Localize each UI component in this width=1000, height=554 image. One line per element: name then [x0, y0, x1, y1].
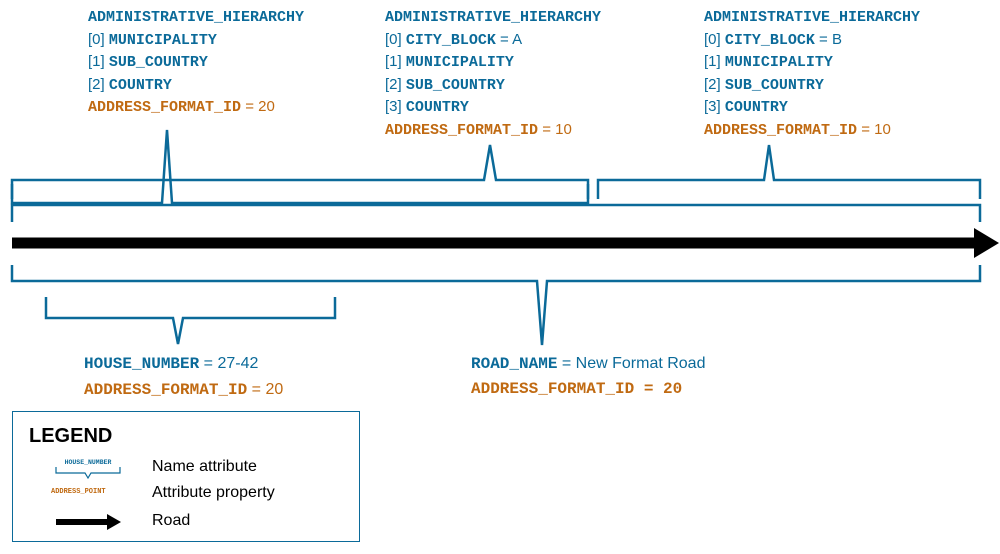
- legend-title: LEGEND: [29, 425, 113, 447]
- hierarchy-key: ADMINISTRATIVE_HIERARCHY: [704, 9, 921, 26]
- label-middle-hierarchy: ADMINISTRATIVE_HIERARCHY [0] CITY_BLOCK …: [385, 7, 601, 141]
- bracket-road-name: [10, 265, 982, 346]
- bracket-right-hierarchy: [596, 144, 982, 199]
- bracket-left-hierarchy: [10, 129, 590, 205]
- road-arrowhead: [974, 228, 999, 258]
- label-house-number: HOUSE_NUMBER = 27-42 ADDRESS_FORMAT_ID =…: [84, 351, 283, 403]
- legend-name-attr-label: Name attribute: [152, 458, 257, 475]
- road-format-id: ADDRESS_FORMAT_ID = 20: [471, 380, 683, 398]
- bracket-road-top: [10, 203, 982, 222]
- hierarchy-item-2: [2] SUB_COUNTRY: [385, 75, 505, 94]
- format-id: ADDRESS_FORMAT_ID = 10: [704, 120, 891, 139]
- hierarchy-item-2: [2] SUB_COUNTRY: [704, 75, 824, 94]
- hierarchy-item-1: [1] MUNICIPALITY: [704, 53, 833, 71]
- label-left-hierarchy: ADMINISTRATIVE_HIERARCHY [0] MUNICIPALIT…: [88, 7, 304, 119]
- legend-row-attribute-property: ADDRESS_POINT Attribute property: [13, 482, 359, 506]
- hierarchy-item-3: [3] COUNTRY: [385, 98, 469, 116]
- legend-road-symbol: [56, 514, 121, 530]
- hierarchy-item-2: [2] COUNTRY: [88, 75, 172, 94]
- legend-attr-prop-label: Attribute property: [152, 484, 275, 501]
- legend-bracket-symbol: HOUSE_NUMBER: [55, 459, 121, 480]
- legend-attr-prop-sample: ADDRESS_POINT: [51, 488, 106, 496]
- hierarchy-item-1: [1] MUNICIPALITY: [385, 53, 514, 71]
- house-number-name: HOUSE_NUMBER = 27-42: [84, 355, 259, 373]
- legend-row-name-attribute: HOUSE_NUMBER Name attribute: [13, 456, 359, 480]
- hierarchy-key: ADMINISTRATIVE_HIERARCHY: [88, 9, 305, 26]
- hierarchy-item-1: [1] SUB_COUNTRY: [88, 53, 208, 71]
- hierarchy-item-0: [0] CITY_BLOCK = B: [704, 30, 842, 49]
- label-road-name: ROAD_NAME = New Format Road ADDRESS_FORM…: [471, 351, 705, 402]
- bracket-middle-hierarchy: [10, 144, 590, 199]
- bracket-house-number: [44, 297, 337, 345]
- legend: LEGEND HOUSE_NUMBER Name attribute ADDRE…: [12, 411, 360, 542]
- hierarchy-key: ADMINISTRATIVE_HIERARCHY: [385, 9, 602, 26]
- house-number-format-id: ADDRESS_FORMAT_ID = 20: [84, 381, 284, 399]
- format-id: ADDRESS_FORMAT_ID = 10: [385, 120, 572, 139]
- hierarchy-item-0: [0] MUNICIPALITY: [88, 30, 217, 49]
- label-right-hierarchy: ADMINISTRATIVE_HIERARCHY [0] CITY_BLOCK …: [704, 7, 920, 141]
- legend-row-road: Road: [13, 510, 359, 534]
- hierarchy-item-0: [0] CITY_BLOCK = A: [385, 30, 523, 49]
- legend-name-attr-sample: HOUSE_NUMBER: [65, 459, 112, 466]
- legend-road-label: Road: [152, 512, 191, 529]
- hierarchy-item-3: [3] COUNTRY: [704, 98, 788, 116]
- road-name: ROAD_NAME = New Format Road: [471, 355, 706, 373]
- format-id: ADDRESS_FORMAT_ID = 20: [88, 98, 275, 116]
